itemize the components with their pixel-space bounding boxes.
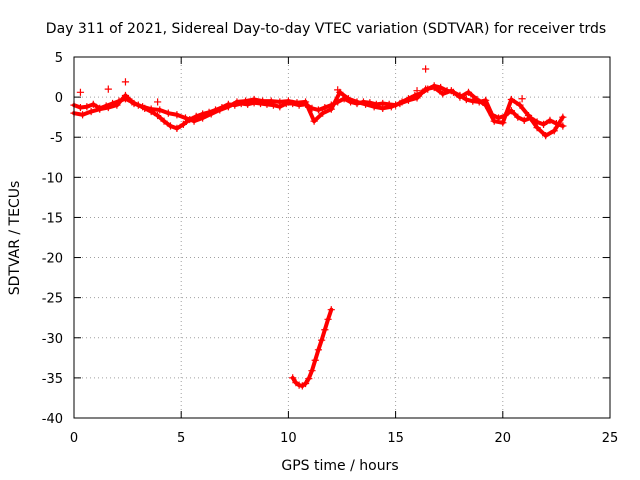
y-tick-label: -10 — [42, 171, 63, 186]
x-tick-label: 15 — [387, 431, 404, 446]
series-trace — [303, 99, 317, 124]
y-tick-label: -30 — [42, 332, 63, 347]
x-tick-label: 5 — [177, 431, 185, 446]
series-trace — [483, 103, 497, 124]
y-tick-label: -20 — [42, 252, 63, 267]
x-tick-label: 20 — [495, 431, 512, 446]
data-point — [104, 85, 112, 93]
data-point — [327, 306, 335, 314]
y-tick-label: 0 — [55, 91, 63, 106]
y-tick-label: -40 — [42, 412, 63, 427]
series-trace — [526, 113, 540, 130]
data-point — [413, 87, 421, 95]
data-point — [121, 78, 130, 86]
grid — [74, 57, 610, 418]
data-point — [518, 95, 526, 103]
x-tick-labels: 0 5 10 15 20 25 — [70, 431, 618, 446]
y-tick-label: -35 — [42, 372, 63, 387]
x-tick-label: 10 — [280, 431, 297, 446]
data-point — [422, 65, 430, 73]
x-tick-label: 0 — [70, 431, 78, 446]
series-trace — [329, 90, 342, 112]
y-tick-label: 5 — [55, 51, 63, 66]
x-axis-title: GPS time / hours — [281, 458, 398, 474]
series-trace — [415, 87, 428, 100]
data-points — [70, 65, 567, 390]
series-trace — [517, 103, 531, 118]
y-tick-label: -15 — [42, 211, 63, 226]
data-point — [559, 113, 567, 121]
data-point — [76, 88, 85, 96]
series-trace — [500, 97, 514, 125]
x-tick-label: 25 — [602, 431, 619, 446]
data-point — [559, 122, 567, 130]
y-tick-label: -25 — [42, 292, 63, 307]
y-tick-labels: 5 0 -5 -10 -15 -20 -25 -30 -35 -40 — [42, 51, 63, 427]
chart-title: Day 311 of 2021, Sidereal Day-to-day VTE… — [46, 21, 606, 37]
plot-frame — [73, 56, 611, 419]
data-point — [334, 86, 342, 94]
series-trace — [114, 93, 128, 108]
y-axis-title: SDTVAR / TECUs — [7, 181, 23, 296]
series-trace — [552, 115, 565, 133]
y-tick-label: -5 — [50, 131, 63, 146]
data-point — [154, 98, 162, 106]
